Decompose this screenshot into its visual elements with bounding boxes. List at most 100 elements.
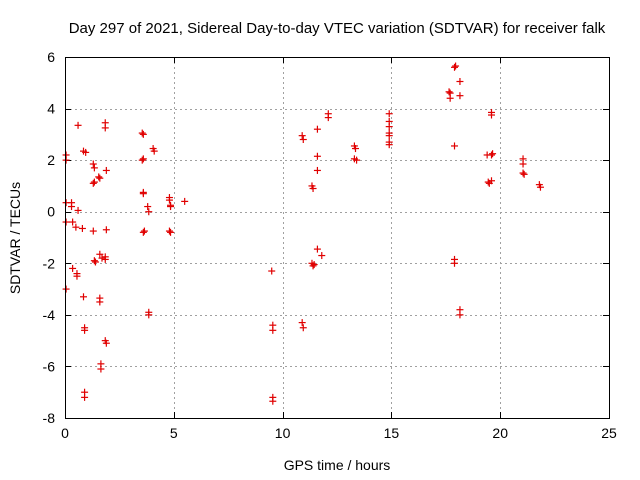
data-point (140, 227, 148, 235)
data-point (62, 285, 70, 293)
y-tick-labels: -8 -6 -4 -2 0 2 4 6 (43, 49, 56, 426)
data-point (79, 293, 87, 301)
data-point (487, 111, 495, 119)
data-point (299, 324, 307, 332)
data-point (81, 393, 89, 401)
data-point (97, 365, 105, 373)
y-tick-label: -6 (43, 358, 56, 374)
x-tick-label: 25 (601, 425, 617, 441)
data-point (102, 339, 110, 347)
data-point (62, 218, 70, 226)
x-tick-label: 0 (61, 425, 69, 441)
data-point (167, 228, 175, 236)
data-point (487, 151, 495, 159)
y-tick-label: -2 (43, 255, 56, 271)
data-point (69, 218, 77, 226)
data-point (353, 156, 361, 164)
data-point (138, 156, 146, 164)
data-point (98, 254, 106, 262)
data-point (452, 62, 460, 70)
data-point (91, 258, 99, 266)
data-point (96, 174, 104, 182)
data-points (62, 62, 544, 405)
data-point (313, 152, 321, 160)
data-point (165, 227, 173, 235)
data-point (69, 264, 77, 272)
data-point (299, 136, 307, 144)
data-point (90, 178, 98, 186)
data-point (90, 257, 98, 265)
data-point (101, 255, 109, 263)
data-point (145, 311, 153, 319)
data-point (385, 141, 393, 149)
x-axis-label: GPS time / hours (284, 457, 391, 473)
data-point (74, 121, 82, 129)
chart-title: Day 297 of 2021, Sidereal Day-to-day VTE… (69, 20, 606, 37)
data-point (150, 147, 158, 155)
data-point (536, 183, 544, 191)
data-point (385, 132, 393, 140)
data-point (456, 92, 464, 100)
data-point (181, 197, 189, 205)
data-point (89, 160, 97, 168)
data-point (73, 272, 81, 280)
data-point (167, 203, 175, 211)
y-tick-label: 6 (47, 49, 55, 65)
y-tick-label: 2 (47, 152, 55, 168)
data-point (489, 150, 497, 158)
data-point (90, 164, 98, 172)
data-point (456, 311, 464, 319)
data-point (139, 228, 147, 236)
x-tick-label: 5 (170, 425, 178, 441)
data-point (139, 190, 147, 198)
data-point (101, 124, 109, 132)
data-point (446, 94, 454, 102)
data-point (313, 166, 321, 174)
x-tick-labels: 0 5 10 15 20 25 (61, 425, 617, 441)
data-point (78, 224, 86, 232)
data-point (139, 130, 147, 138)
data-point (68, 203, 76, 211)
data-point (451, 63, 459, 71)
plot-frame (65, 57, 610, 419)
data-point (62, 156, 70, 164)
data-point (95, 173, 103, 181)
y-tick-label: 0 (47, 204, 55, 220)
data-point (519, 160, 527, 168)
data-point (309, 185, 317, 193)
data-point (456, 77, 464, 85)
data-point (313, 245, 321, 253)
data-point (298, 132, 306, 140)
data-point (487, 177, 495, 185)
data-point (138, 129, 146, 137)
data-point (165, 196, 173, 204)
y-tick-label: -8 (43, 410, 56, 426)
data-point (519, 169, 527, 177)
data-point (385, 110, 393, 118)
data-point (520, 170, 528, 178)
data-point (298, 319, 306, 327)
data-point (89, 227, 97, 235)
x-tick-label: 10 (275, 425, 291, 441)
data-point (318, 252, 326, 260)
data-point (445, 88, 453, 96)
data-point (139, 155, 147, 163)
data-point (72, 223, 80, 231)
x-tick-label: 15 (384, 425, 400, 441)
data-point (310, 261, 318, 269)
y-tick-label: 4 (47, 101, 55, 117)
y-tick-label: -4 (43, 307, 56, 323)
grid (65, 57, 609, 418)
data-point (144, 203, 152, 211)
data-point (269, 397, 277, 405)
axis-ticks (65, 57, 610, 419)
data-point (309, 262, 317, 270)
data-point (269, 326, 277, 334)
data-point (96, 298, 104, 306)
y-axis-label: SDTVAR / TECUs (7, 182, 23, 294)
data-point (102, 166, 110, 174)
data-point (79, 147, 87, 155)
data-point (324, 114, 332, 122)
data-point (313, 125, 321, 133)
